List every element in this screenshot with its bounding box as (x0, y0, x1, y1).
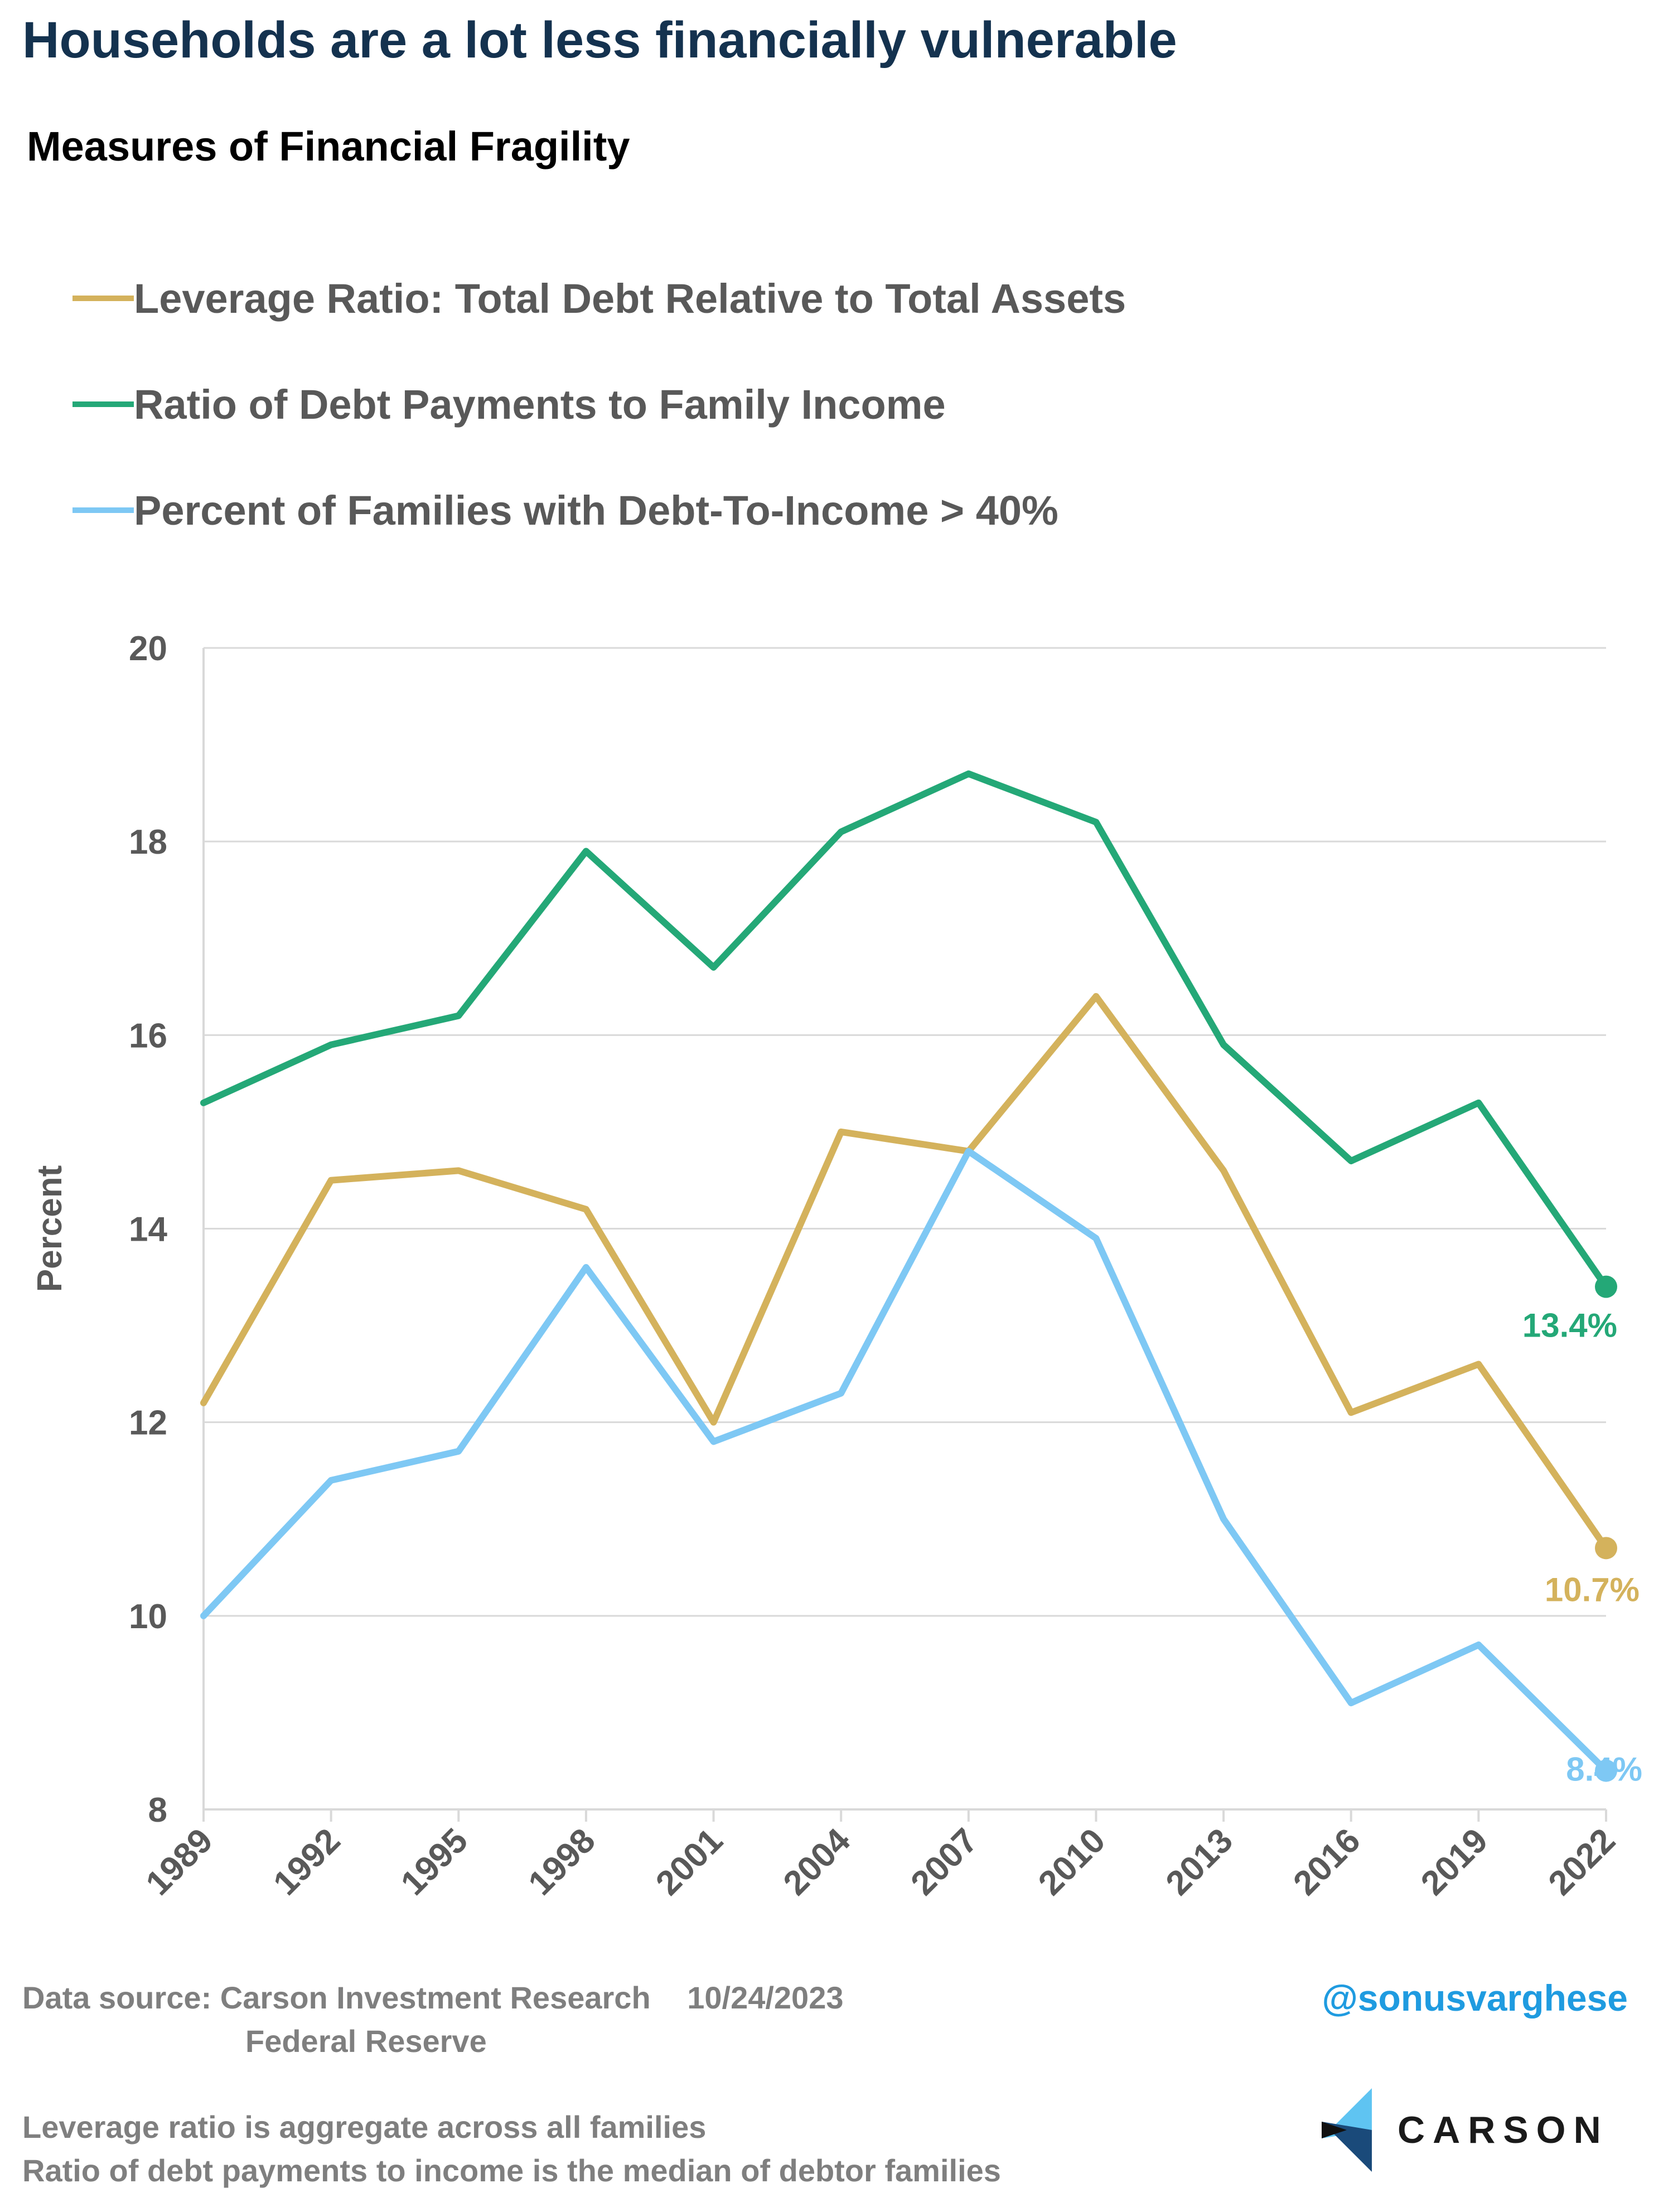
y-tick-label: 14 (129, 1211, 167, 1249)
end-point-dti (1595, 1759, 1617, 1782)
footnote-2: Ratio of debt payments to income is the … (22, 2153, 1001, 2188)
x-tick-label: 2016 (1286, 1821, 1367, 1903)
series-line-leverage (200, 993, 1609, 1552)
y-tick-label: 10 (129, 1598, 167, 1636)
y-axis-title: Percent (31, 1165, 69, 1292)
author-handle[interactable]: @sonusvarghese (1322, 1977, 1628, 2019)
x-tick-label: 2010 (1031, 1821, 1113, 1903)
source-label: Data source: (22, 1980, 212, 2015)
source-1: Carson Investment Research (220, 1980, 651, 2015)
x-tick-label: 2007 (903, 1821, 985, 1903)
x-tick-label: 1992 (266, 1821, 347, 1903)
page-title: Households are a lot less financially vu… (22, 12, 1177, 69)
source-2: Federal Reserve (245, 2024, 487, 2059)
x-tick-label: 1998 (521, 1821, 602, 1903)
x-tick-label: 1995 (394, 1821, 475, 1903)
legend-item-dti: Percent of Families with Debt-To-Income … (72, 457, 1126, 563)
legend-label-dti: Percent of Families with Debt-To-Income … (134, 487, 1058, 534)
legend-label-debt-payments: Ratio of Debt Payments to Family Income (134, 381, 946, 428)
legend-swatch-dti (72, 507, 134, 513)
y-tick-label: 20 (129, 630, 167, 668)
chart-legend: Leverage Ratio: Total Debt Relative to T… (72, 245, 1126, 563)
end-point-leverage (1595, 1537, 1617, 1560)
source-line: Data source: Carson Investment Research … (22, 1979, 844, 2016)
legend-item-debt-payments: Ratio of Debt Payments to Family Income (72, 351, 1126, 457)
y-tick-label: 16 (129, 1017, 167, 1055)
series-line-debt-payments (200, 770, 1609, 1290)
end-label-leverage: 10.7% (1545, 1571, 1640, 1608)
x-tick-label: 2013 (1159, 1821, 1240, 1903)
y-tick-label: 18 (129, 823, 167, 861)
x-tick-label: 1989 (139, 1821, 220, 1903)
carson-logo-icon (1322, 2088, 1372, 2172)
source-date: 10/24/2023 (687, 1980, 844, 2015)
legend-item-leverage: Leverage Ratio: Total Debt Relative to T… (72, 245, 1126, 351)
x-tick-label: 2004 (776, 1821, 858, 1903)
carson-logo: CARSON (1322, 2088, 1609, 2172)
x-tick-label: 2019 (1414, 1821, 1495, 1903)
logo-text: CARSON (1397, 2109, 1609, 2151)
series-line-dti (200, 1148, 1609, 1774)
x-tick-label: 2001 (649, 1821, 730, 1903)
legend-swatch-leverage (72, 296, 134, 301)
y-tick-label: 8 (148, 1791, 167, 1829)
end-label-dti: 8.4% (1566, 1751, 1642, 1788)
line-chart: 8 10 12 14 16 18 20 1989 1992 1995 1998 2001 2004 200… (31, 630, 1642, 1903)
legend-label-leverage: Leverage Ratio: Total Debt Relative to T… (134, 275, 1126, 322)
end-label-debt-payments: 13.4% (1522, 1307, 1617, 1344)
footnote-1: Leverage ratio is aggregate across all f… (22, 2109, 707, 2145)
x-tick-label: 2022 (1541, 1821, 1623, 1903)
legend-swatch-debt-payments (72, 401, 134, 407)
end-point-debt-payments (1595, 1275, 1617, 1298)
chart-subtitle: Measures of Financial Fragility (27, 123, 630, 170)
y-tick-label: 12 (129, 1404, 167, 1443)
